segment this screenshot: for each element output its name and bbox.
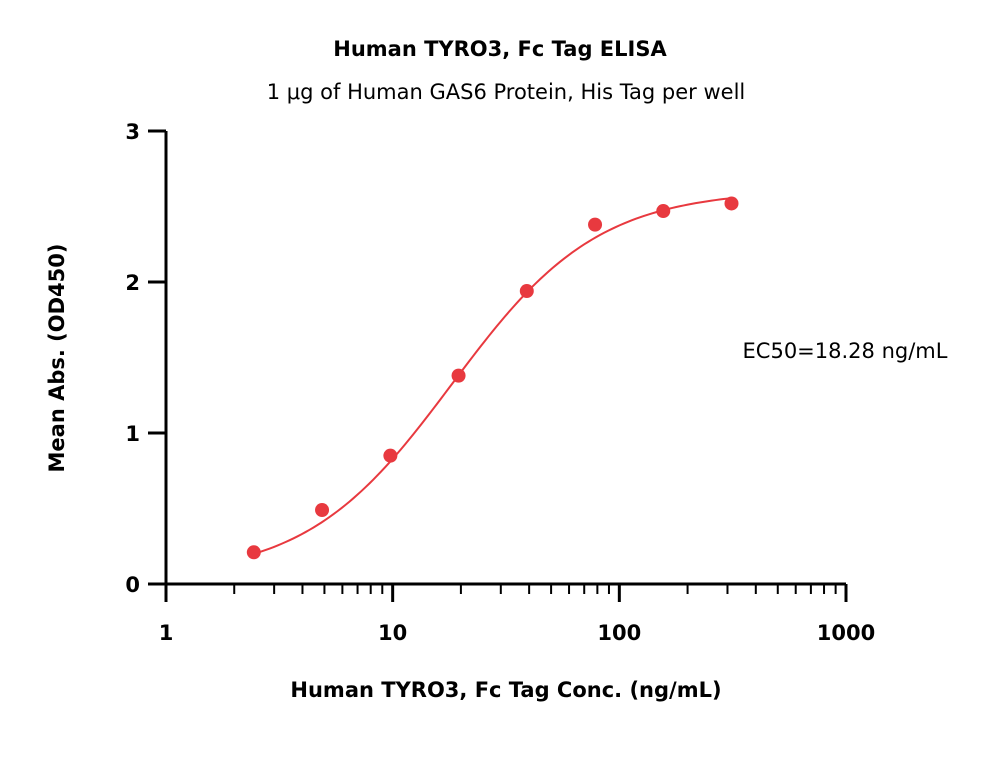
axes (148, 129, 848, 602)
x-axis-label: Human TYRO3, Fc Tag Conc. (ng/mL) (290, 678, 721, 702)
chart-title: Human TYRO3, Fc Tag ELISA (333, 37, 667, 61)
y-tick-label: 1 (125, 422, 140, 446)
y-tick-label: 2 (125, 271, 140, 295)
ec50-annotation: EC50=18.28 ng/mL (743, 339, 948, 363)
data-point (724, 196, 739, 211)
x-tick-label: 100 (597, 621, 641, 645)
data-points (246, 196, 739, 560)
fit-curve (253, 197, 732, 555)
data-point (383, 448, 398, 463)
data-point (451, 368, 466, 383)
data-point (246, 545, 261, 560)
x-tick-label: 10 (378, 621, 407, 645)
data-point (656, 204, 671, 219)
data-point (519, 284, 534, 299)
chart-subtitle: 1 μg of Human GAS6 Protein, His Tag per … (267, 80, 746, 104)
y-tick-label: 0 (125, 573, 140, 597)
x-tick-label: 1 (159, 621, 174, 645)
data-point (588, 217, 603, 232)
x-tick-label: 1000 (817, 621, 875, 645)
y-axis-label: Mean Abs. (OD450) (45, 244, 69, 473)
data-point (315, 503, 330, 518)
y-tick-label: 3 (125, 120, 140, 144)
